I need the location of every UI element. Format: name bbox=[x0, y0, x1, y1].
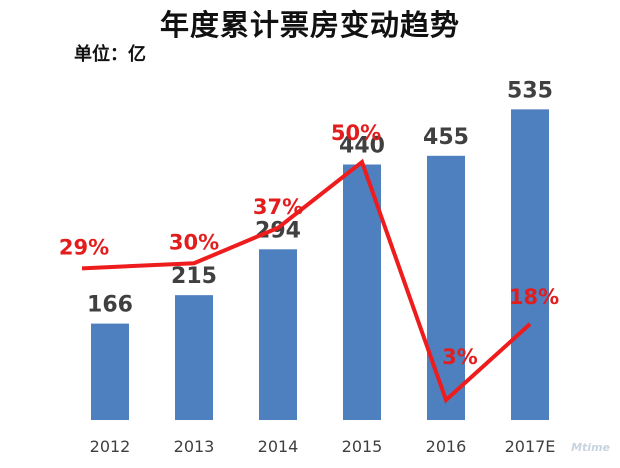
value-label-2012: 166 bbox=[87, 293, 133, 318]
growth-label-2015: 50% bbox=[331, 121, 381, 145]
chart-title: 年度累计票房变动趋势 bbox=[159, 8, 460, 42]
value-label-2014: 294 bbox=[255, 218, 301, 243]
bar-2014 bbox=[259, 249, 297, 420]
growth-label-2013: 30% bbox=[169, 230, 219, 254]
watermark: Mtime bbox=[571, 441, 610, 454]
bar-2016 bbox=[427, 155, 465, 420]
x-tick-2014: 2014 bbox=[258, 437, 299, 456]
growth-label-2016: 3% bbox=[442, 345, 478, 369]
value-label-2016: 455 bbox=[423, 125, 469, 150]
growth-label-2012: 29% bbox=[59, 235, 109, 259]
bar-2015 bbox=[343, 164, 381, 420]
growth-line bbox=[81, 158, 532, 404]
growth-label-2017E: 18% bbox=[509, 285, 559, 309]
x-tick-2016: 2016 bbox=[426, 437, 467, 456]
value-label-2015: 440 bbox=[339, 134, 385, 159]
bar-2012 bbox=[91, 323, 129, 420]
unit-label: 单位：亿 bbox=[74, 44, 146, 65]
value-label-2013: 215 bbox=[171, 264, 217, 289]
growth-label-2014: 37% bbox=[253, 195, 303, 219]
x-tick-2017E: 2017E bbox=[505, 437, 556, 456]
bar-2017E bbox=[511, 109, 549, 421]
x-tick-2015: 2015 bbox=[342, 437, 383, 456]
bar-2013 bbox=[175, 295, 213, 420]
x-tick-2013: 2013 bbox=[174, 437, 215, 456]
value-label-2017E: 535 bbox=[507, 78, 553, 103]
x-tick-2012: 2012 bbox=[90, 437, 131, 456]
